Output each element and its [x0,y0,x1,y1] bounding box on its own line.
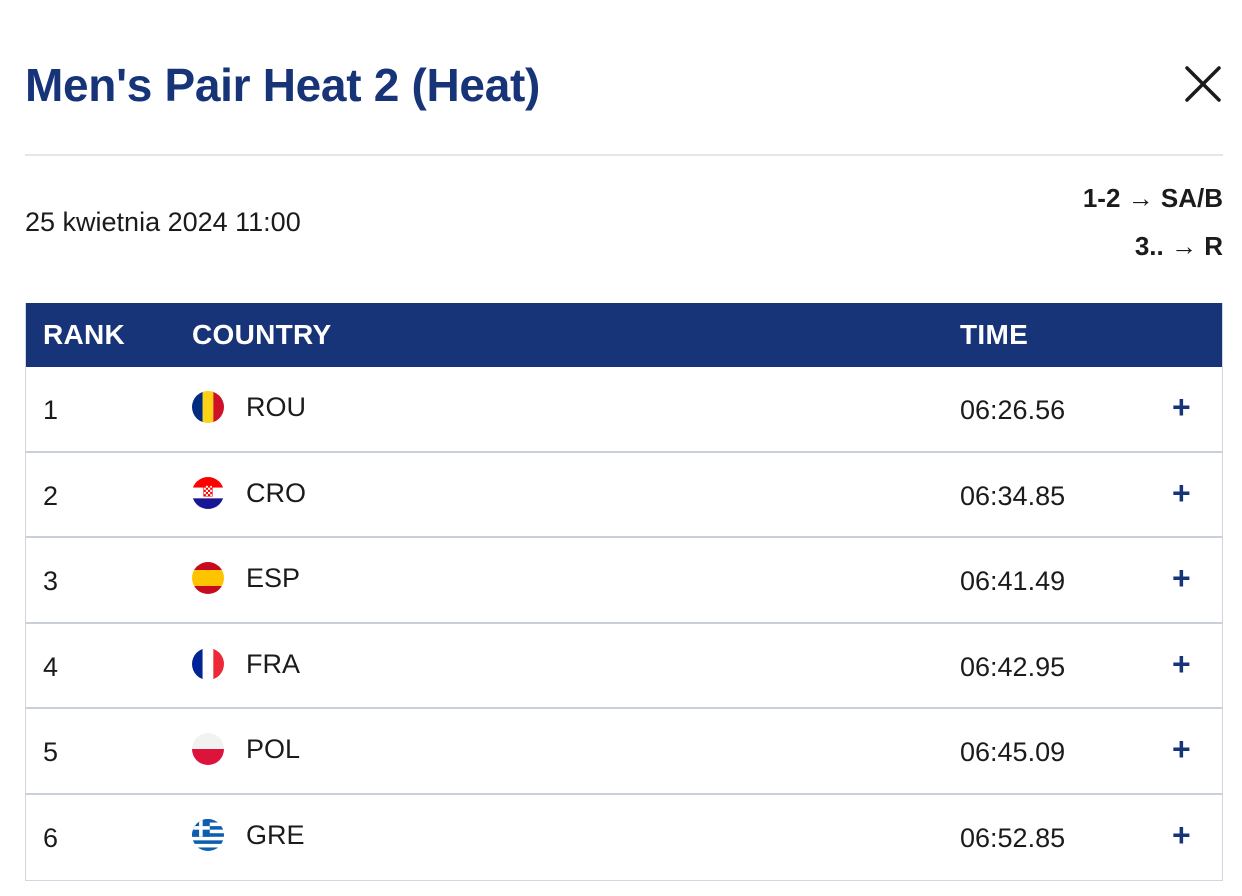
rank-cell: 6 [43,822,59,853]
column-header-time: TIME [960,319,1029,350]
flag-poland-icon [192,733,224,765]
flag-greece-icon [192,818,224,851]
time-cell: 06:26.56 [960,395,1066,425]
time-cell: 06:45.09 [960,737,1066,767]
rank-cell: 3 [43,566,59,596]
time-cell: 06:34.85 [960,480,1066,511]
qualification-target: R [1204,231,1223,261]
flag-france-icon [192,647,224,680]
country-cell: CRO [246,477,306,508]
expand-button[interactable]: + [1172,645,1191,682]
table-header: RANK COUNTRY TIME [26,303,1222,367]
modal-header: Men's Pair Heat 2 (Heat) [25,0,1223,156]
table-row: 1 ROU 06:26.56 + [26,367,1222,453]
expand-button[interactable]: + [1172,389,1191,425]
qualification-target: SA/B [1160,183,1223,213]
country-cell: GRE [246,819,305,850]
event-date: 25 kwietnia 2024 11:00 [25,207,301,237]
country-cell: FRA [246,648,300,679]
flag-croatia-icon [192,476,224,509]
qualification-rule: 3.. → R [1083,230,1223,262]
qualification-rules: 1-2 → SA/B 3.. → R [1083,182,1223,278]
time-cell: 06:41.49 [960,566,1066,596]
rank-cell: 1 [43,395,59,425]
page-title: Men's Pair Heat 2 (Heat) [25,59,541,111]
expand-button[interactable]: + [1172,816,1191,853]
table-row: 5 POL 06:45.09 + [26,709,1222,795]
time-cell: 06:52.85 [960,822,1066,853]
qualification-places: 3.. [1134,231,1164,261]
results-table: RANK COUNTRY TIME 1 ROU 06:26.56 + 2 [25,303,1223,881]
rank-cell: 4 [43,651,59,682]
table-row: 6 GRE 06:52.85 + [26,795,1222,881]
arrow-right-icon: → [1170,231,1197,261]
expand-button[interactable]: + [1172,731,1191,767]
qualification-rule: 1-2 → SA/B [1083,182,1223,214]
table-row: 4 FRA 06:42.95 + [26,624,1222,709]
country-cell: POL [246,734,301,764]
expand-button[interactable]: + [1172,560,1191,596]
country-cell: ROU [246,392,306,422]
arrow-right-icon: → [1127,183,1154,213]
close-button[interactable] [1185,66,1221,102]
column-header-country: COUNTRY [192,319,332,350]
rank-cell: 2 [43,480,59,511]
close-icon [1185,66,1221,102]
time-cell: 06:42.95 [960,651,1066,682]
country-cell: ESP [246,563,301,593]
rank-cell: 5 [43,737,59,767]
flag-spain-icon [192,562,224,594]
table-row: 3 ESP 06:41.49 + [26,538,1222,624]
flag-romania-icon [192,391,224,423]
column-header-rank: RANK [43,319,126,350]
table-row: 2 CRO 06:34.85 + [26,453,1222,538]
qualification-places: 1-2 [1082,183,1121,213]
expand-button[interactable]: + [1172,474,1191,511]
